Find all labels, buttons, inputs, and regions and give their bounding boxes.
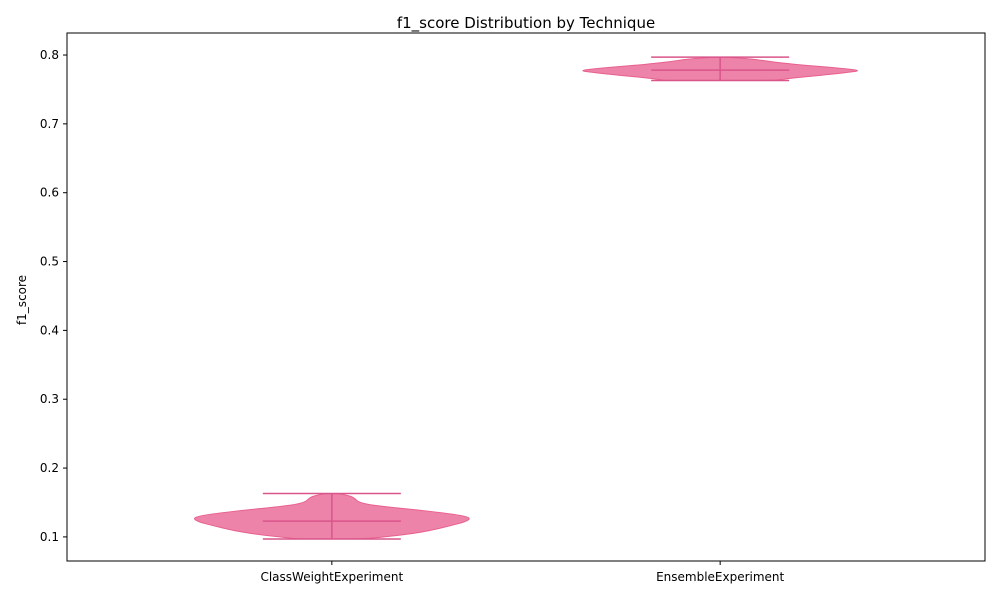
x-tick-label: EnsembleExperiment — [656, 570, 784, 584]
y-tick-label: 0.3 — [40, 392, 59, 406]
x-tick-label: ClassWeightExperiment — [260, 570, 403, 584]
plot-area: 0.1 0.2 0.3 0.4 0.5 0.6 0.7 0.8 ClassWeightExper… — [40, 48, 858, 584]
y-tick-label: 0.6 — [40, 186, 59, 200]
y-tick-label: 0.7 — [40, 117, 59, 131]
y-tick-label: 0.2 — [40, 461, 59, 475]
y-tick-label: 0.5 — [40, 255, 59, 269]
y-axis-label: f1_score — [15, 275, 29, 325]
y-tick-label: 0.1 — [40, 530, 59, 544]
chart-title: f1_score Distribution by Technique — [397, 14, 655, 33]
y-tick-label: 0.8 — [40, 48, 59, 62]
y-tick-label: 0.4 — [40, 323, 59, 337]
plot-frame — [66, 32, 986, 562]
